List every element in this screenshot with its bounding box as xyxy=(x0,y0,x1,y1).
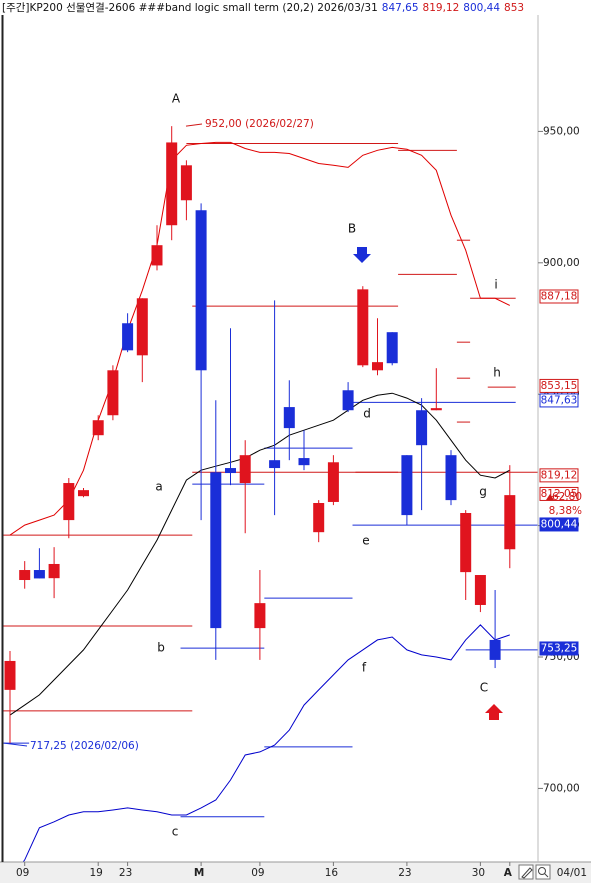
annotation: b xyxy=(157,641,165,655)
band-line xyxy=(9,141,511,536)
candle-body xyxy=(504,495,516,550)
extreme-marker xyxy=(3,742,28,747)
candle-body xyxy=(195,210,207,371)
candle-body xyxy=(342,390,354,411)
x-tick-label: 09 xyxy=(16,867,29,879)
price-label: 753,25 xyxy=(541,642,578,654)
candle-body xyxy=(78,490,89,497)
y-tick-label: 900,00 xyxy=(543,257,580,269)
candle-body xyxy=(401,455,413,516)
x-tick-label: 19 xyxy=(90,867,103,879)
x-tick-label: 23 xyxy=(398,867,411,879)
candle-body xyxy=(151,245,163,266)
candle-body xyxy=(416,410,428,446)
candle-body xyxy=(269,460,281,469)
candle-body xyxy=(460,512,472,573)
candle-body xyxy=(210,472,222,629)
candle-body xyxy=(430,408,442,411)
candle-body xyxy=(283,407,295,429)
candle-body xyxy=(107,370,119,416)
title-bg xyxy=(0,0,591,15)
candle-body xyxy=(166,142,178,226)
candle-body xyxy=(225,468,236,474)
price-label: 887,18 xyxy=(541,290,578,302)
candle-body xyxy=(92,420,104,436)
annotation: a xyxy=(155,480,162,494)
date-label: 04/01 xyxy=(557,867,587,879)
candle-body xyxy=(327,462,339,502)
candle-body xyxy=(445,455,457,501)
candle-body xyxy=(63,483,75,521)
candle-body xyxy=(4,660,16,690)
zoom-icon xyxy=(538,867,546,875)
annotation: c xyxy=(172,825,179,839)
candle-body xyxy=(313,503,325,533)
band-line xyxy=(9,624,510,881)
price-label: 847,63 xyxy=(541,394,578,406)
annotation: C xyxy=(480,681,488,695)
price-label-box xyxy=(539,641,579,656)
extreme-label: 952,00 (2026/02/27) xyxy=(205,118,314,130)
down-arrow xyxy=(353,247,371,263)
extreme-marker xyxy=(185,123,203,127)
change-triangle xyxy=(546,494,554,500)
plot-area xyxy=(3,126,538,881)
candle-body xyxy=(372,362,383,371)
candle-body xyxy=(33,570,45,579)
toolbar-icons[interactable] xyxy=(518,864,551,880)
x-tick-label: A xyxy=(504,867,513,879)
annotation: g xyxy=(479,485,487,499)
candle-body xyxy=(136,298,148,356)
change-label: 62,80 xyxy=(552,491,582,503)
candle-body xyxy=(386,332,398,364)
candle-body xyxy=(357,289,369,366)
up-arrow xyxy=(485,704,503,720)
chart-title: [주간]KP200 선물연결-2606 ###band logic small … xyxy=(2,2,524,14)
title-value: 847,65 xyxy=(382,2,419,14)
annotation: e xyxy=(362,534,369,548)
title-value: 819,12 xyxy=(423,2,460,14)
candle-body xyxy=(489,639,501,660)
price-label: 800,44 xyxy=(541,518,578,530)
x-tick-label: 16 xyxy=(325,867,339,879)
price-label-box xyxy=(539,468,579,483)
band-line xyxy=(9,392,511,716)
zoom-icon-handle xyxy=(544,873,549,878)
x-tick-label: M xyxy=(194,867,204,879)
change-pct-label: 8,38% xyxy=(549,505,582,517)
bottom-bar xyxy=(0,862,591,883)
x-tick-label: 30 xyxy=(472,867,485,879)
price-label-box xyxy=(539,517,579,532)
candle-body xyxy=(180,165,192,201)
price-label-box xyxy=(539,393,579,408)
candle-body xyxy=(122,323,134,351)
price-label-box xyxy=(539,378,579,393)
pen-icon xyxy=(521,867,533,879)
candle-body xyxy=(19,570,31,581)
x-tick-label: 09 xyxy=(251,867,264,879)
title-text: [주간]KP200 선물연결-2606 ###band logic small … xyxy=(2,2,378,14)
price-label-box xyxy=(539,289,579,304)
annotation: i xyxy=(494,278,497,292)
title-value: 800,44 xyxy=(463,2,500,14)
annotation: A xyxy=(172,92,181,106)
price-label: 853,15 xyxy=(541,380,578,392)
x-tick-label: 23 xyxy=(119,867,132,879)
candle-body xyxy=(254,603,266,629)
y-tick-label: 950,00 xyxy=(543,125,580,137)
candle-body xyxy=(239,455,251,484)
price-label: 819,12 xyxy=(541,469,578,481)
candle-body xyxy=(48,563,60,579)
annotation: B xyxy=(348,222,356,236)
annotation: f xyxy=(362,661,367,675)
title-value: 853 xyxy=(504,2,524,14)
annotation: d xyxy=(363,407,371,421)
candle-body xyxy=(298,458,310,466)
annotation: h xyxy=(493,366,501,380)
extreme-label: 717,25 (2026/02/06) xyxy=(30,740,139,752)
y-tick-label: 700,00 xyxy=(543,782,580,794)
candle-body xyxy=(474,575,486,605)
